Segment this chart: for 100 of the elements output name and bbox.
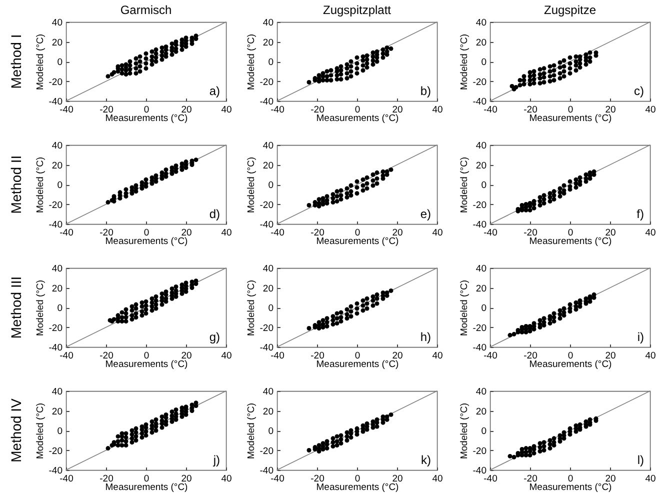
point: [144, 177, 148, 182]
y-tick-label: -40: [260, 96, 274, 108]
point: [584, 172, 588, 177]
point: [348, 59, 354, 64]
point: [334, 316, 340, 321]
point: [344, 71, 350, 76]
y-axis-title: Modeled (°C): [458, 34, 470, 90]
point: [354, 66, 360, 71]
y-tick-label: 40: [262, 140, 274, 152]
point: [360, 58, 366, 63]
point: [512, 454, 516, 460]
annotation: d): [209, 207, 220, 221]
x-tick-label: 0: [144, 474, 150, 484]
y-tick-label: -40: [260, 342, 274, 354]
y-axis-title: Modeled (°C): [34, 34, 46, 90]
point: [374, 181, 380, 186]
point: [354, 301, 360, 306]
point: [140, 180, 144, 185]
y-tick-label: 40: [476, 140, 486, 152]
point: [306, 80, 312, 84]
point: [194, 158, 198, 162]
x-axis-title: Measurements (°C): [105, 359, 188, 370]
point: [578, 179, 582, 184]
x-axis-title: Measurements (°C): [316, 482, 399, 493]
x-tick-label: -20: [100, 228, 114, 238]
y-axis-title: Modeled (°C): [246, 34, 257, 90]
point: [548, 191, 552, 196]
x-tick-label: 40: [645, 104, 656, 116]
point: [380, 169, 386, 174]
y-tick-label: 20: [262, 406, 274, 418]
point: [364, 306, 370, 311]
x-tick-label: 20: [181, 104, 192, 116]
point: [574, 181, 578, 186]
x-tick-label: 20: [392, 474, 403, 484]
x-tick-label: -20: [310, 228, 324, 238]
y-tick-label: -20: [48, 200, 62, 211]
point: [584, 176, 588, 181]
point: [374, 424, 380, 429]
y-tick-label: 0: [481, 426, 486, 437]
point: [578, 422, 582, 427]
y-tick-label: 0: [268, 303, 274, 314]
point: [370, 298, 376, 303]
point: [370, 419, 376, 424]
point: [354, 61, 360, 66]
x-tick-label: 40: [221, 228, 232, 238]
point: [370, 54, 376, 59]
y-tick-label: 40: [52, 264, 62, 274]
point: [306, 203, 312, 208]
y-tick-label: 40: [52, 386, 62, 398]
point: [344, 62, 350, 67]
x-tick-label: 0: [568, 228, 574, 238]
point: [354, 306, 360, 311]
point: [338, 310, 344, 315]
x-tick-label: 40: [221, 104, 232, 116]
point: [574, 300, 578, 305]
point: [364, 301, 370, 306]
x-tick-label: 20: [392, 104, 403, 116]
x-tick-label: 0: [568, 104, 574, 116]
x-tick-label: 0: [568, 474, 574, 484]
y-tick-label: 20: [476, 406, 486, 418]
point: [354, 311, 360, 316]
x-tick-label: 40: [221, 350, 232, 362]
point: [568, 426, 572, 431]
y-tick-label: -20: [260, 322, 274, 334]
point: [370, 303, 376, 308]
x-tick-label: 20: [392, 350, 403, 362]
point: [384, 169, 390, 174]
point: [538, 441, 542, 446]
point: [370, 183, 376, 188]
annotation: g): [209, 330, 220, 344]
x-tick-label: 0: [354, 474, 360, 484]
annotation: a): [209, 84, 220, 98]
point: [348, 304, 354, 309]
point: [588, 417, 592, 422]
point: [508, 454, 512, 458]
point: [574, 423, 578, 428]
point: [574, 185, 578, 190]
text: Method IV: [8, 398, 24, 462]
x-tick-label: 40: [645, 350, 656, 362]
y-tick-label: -40: [48, 96, 62, 108]
annotation: i): [637, 330, 644, 344]
x-tick-label: 0: [354, 350, 360, 362]
x-tick-label: 20: [605, 350, 616, 362]
point: [324, 194, 330, 199]
point: [348, 435, 354, 440]
x-tick-label: -20: [524, 350, 538, 362]
x-tick-label: 20: [181, 474, 192, 484]
point: [592, 292, 596, 297]
y-tick-label: -20: [48, 76, 62, 88]
text: Method III: [8, 276, 24, 339]
x-axis-title: Measurements (°C): [316, 359, 399, 370]
y-tick-label: 40: [262, 18, 274, 28]
point: [524, 202, 528, 206]
point: [512, 332, 516, 336]
y-tick-label: -40: [472, 466, 486, 476]
point: [374, 417, 380, 422]
point: [348, 314, 354, 319]
point: [370, 62, 376, 67]
y-tick-label: 40: [52, 18, 62, 28]
point: [338, 64, 344, 69]
